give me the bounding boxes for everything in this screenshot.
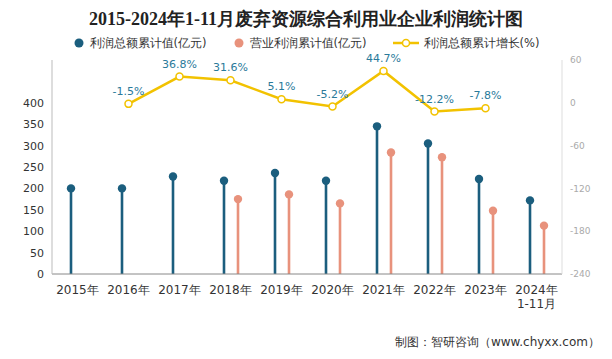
svg-text:2019年: 2019年 <box>260 283 303 297</box>
svg-text:-12.2%: -12.2% <box>415 93 454 106</box>
svg-text:2018年: 2018年 <box>209 283 252 297</box>
html-text:2015-2024年1-11月废弃资源综合利用业企业利润统计: 2015-2024年1-11月废弃资源综合利用业企业利润统计图 <box>89 9 523 29</box>
svg-text:350: 350 <box>23 118 44 131</box>
svg-text:-5.2%: -5.2% <box>317 88 349 101</box>
svg-text:60: 60 <box>570 55 582 65</box>
svg-text:200: 200 <box>23 182 44 195</box>
svg-text:36.8%: 36.8% <box>162 58 197 71</box>
svg-text:50: 50 <box>30 247 44 260</box>
svg-text:44.7%: 44.7% <box>366 52 401 65</box>
svg-text:-1.5%: -1.5% <box>113 85 145 98</box>
html-text:利润总额累计增长(%): 利润总额累计增长(%) <box>423 35 540 50</box>
svg-text:-7.8%: -7.8% <box>470 89 502 102</box>
svg-text:5.1%: 5.1% <box>268 80 296 93</box>
svg-text:-60: -60 <box>570 141 585 151</box>
svg-text:-240: -240 <box>570 269 591 279</box>
svg-text:2017年: 2017年 <box>158 283 201 297</box>
svg-text:150: 150 <box>23 204 44 217</box>
svg-text:31.6%: 31.6% <box>213 61 248 74</box>
svg-text:0: 0 <box>570 98 576 108</box>
svg-text:250: 250 <box>23 161 44 174</box>
svg-text:2015年: 2015年 <box>56 283 99 297</box>
svg-text:2016年: 2016年 <box>107 283 150 297</box>
svg-text:2023年: 2023年 <box>464 283 507 297</box>
svg-text:0: 0 <box>37 268 44 281</box>
svg-text:-180: -180 <box>570 226 591 236</box>
svg-text:300: 300 <box>23 140 44 153</box>
svg-text:100: 100 <box>23 225 44 238</box>
svg-text:1-11月: 1-11月 <box>517 297 556 311</box>
html-text:利润总额累计值(亿元): 利润总额累计值(亿元) <box>89 35 207 50</box>
svg-text:-120: -120 <box>570 184 591 194</box>
svg-text:2020年: 2020年 <box>311 283 354 297</box>
svg-text:400: 400 <box>23 97 44 110</box>
svg-text:2021年: 2021年 <box>362 283 405 297</box>
svg-text:2022年: 2022年 <box>413 283 456 297</box>
svg-text:2024年: 2024年 <box>515 283 558 297</box>
html-text:营业利润累计值(亿元): 营业利润累计值(亿元) <box>249 35 367 50</box>
html-text:制图：智研咨询（www.chyxx.com）: 制图：智研咨询（www.chyxx.com） <box>394 335 600 349</box>
